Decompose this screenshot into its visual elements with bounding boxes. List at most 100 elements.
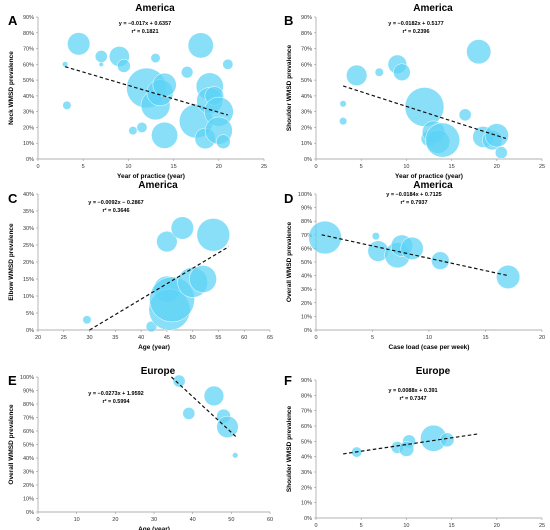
y-tick-label: 50%	[301, 439, 312, 445]
y-axis-label: Neck WMSD prevalence	[8, 51, 15, 125]
x-tick-label: 45	[164, 335, 170, 341]
data-bubble	[484, 123, 509, 148]
y-tick-label: 20%	[301, 485, 312, 491]
x-tick-label: 15	[449, 523, 455, 529]
x-axis-label: Case load (case per week)	[389, 344, 470, 351]
data-bubble	[170, 216, 194, 240]
x-tick-label: 60	[241, 335, 247, 341]
x-tick-label: 30	[86, 335, 92, 341]
x-tick-label: 20	[494, 164, 500, 170]
data-bubble	[136, 122, 148, 133]
x-tick-label: 65	[267, 335, 273, 341]
x-tick-label: 15	[482, 335, 488, 341]
y-tick-label: 40%	[301, 274, 312, 280]
y-tick-label: 0%	[26, 157, 34, 163]
y-tick-label: 20%	[23, 125, 34, 131]
y-tick-label: 40%	[23, 94, 34, 100]
y-tick-label: 90%	[301, 15, 312, 21]
y-tick-label: 50%	[23, 443, 34, 449]
data-bubble	[62, 61, 69, 68]
panel-letter: B	[284, 13, 293, 28]
y-tick-label: 20%	[23, 260, 34, 266]
data-bubble	[117, 59, 131, 73]
y-tick-label: 10%	[301, 314, 312, 320]
data-bubble	[466, 39, 492, 65]
y-tick-label: 0%	[304, 516, 312, 522]
x-tick-label: 25	[539, 164, 545, 170]
data-bubble	[196, 218, 230, 252]
x-tick-label: 30	[151, 517, 157, 523]
y-tick-label: 50%	[301, 78, 312, 84]
x-tick-label: 20	[35, 335, 41, 341]
data-bubble	[216, 415, 239, 439]
y-tick-label: 0%	[26, 510, 34, 516]
data-bubble	[187, 32, 214, 59]
x-tick-label: 50	[190, 335, 196, 341]
panel-letter: A	[8, 13, 18, 28]
data-bubble	[182, 407, 196, 420]
y-tick-label: 100%	[298, 192, 312, 198]
y-axis-label: Overall WMSD prevalence	[8, 404, 15, 485]
y-tick-label: 30%	[301, 110, 312, 116]
panel-title: America	[135, 3, 175, 14]
r-squared: r² = 0.5994	[102, 398, 130, 405]
trend-line	[342, 85, 507, 140]
data-bubble	[371, 232, 380, 241]
x-tick-label: 5	[360, 523, 363, 529]
data-bubble	[189, 265, 217, 293]
data-bubble	[128, 126, 138, 136]
y-tick-label: 40%	[23, 456, 34, 462]
x-tick-label: 20	[494, 523, 500, 529]
y-tick-label: 15%	[23, 277, 34, 283]
trend-line	[64, 66, 229, 116]
data-bubble	[494, 146, 508, 160]
y-tick-label: 60%	[301, 424, 312, 430]
x-axis-label: Age (year)	[138, 526, 170, 530]
y-tick-label: 60%	[23, 62, 34, 68]
x-axis-label: Age (year)	[138, 344, 170, 351]
panel-title: Europe	[141, 366, 176, 377]
x-tick-label: 5	[371, 335, 374, 341]
y-tick-label: 100%	[20, 375, 34, 381]
data-bubble	[150, 53, 161, 63]
x-tick-label: 35	[112, 335, 118, 341]
trend-line	[321, 234, 509, 277]
x-tick-label: 25	[61, 335, 67, 341]
y-tick-label: 70%	[23, 47, 34, 53]
data-bubble	[425, 122, 460, 158]
trend-line	[170, 376, 238, 439]
y-tick-label: 10%	[301, 141, 312, 147]
y-tick-label: 30%	[301, 287, 312, 293]
r-squared: r² = 0.1821	[131, 28, 158, 35]
panel-title: America	[413, 3, 453, 14]
x-tick-label: 50	[228, 517, 234, 523]
y-axis-label: Shoulder WMSD prevalence	[286, 44, 293, 131]
y-tick-label: 50%	[23, 78, 34, 84]
x-tick-label: 60	[267, 517, 273, 523]
y-tick-label: 10%	[301, 501, 312, 507]
regression-equation: y = −0.0092x − 0.2867	[88, 200, 144, 206]
x-axis-label: Year of practice (year)	[117, 173, 185, 180]
y-tick-label: 40%	[23, 192, 34, 198]
x-tick-label: 20	[539, 335, 545, 341]
panel-letter: C	[8, 191, 18, 206]
y-tick-label: 10%	[23, 294, 34, 300]
x-tick-label: 5	[82, 164, 85, 170]
y-tick-label: 0%	[26, 328, 34, 334]
y-tick-label: 20%	[301, 301, 312, 307]
y-tick-label: 30%	[301, 470, 312, 476]
panel-letter: F	[284, 373, 292, 388]
data-bubble	[404, 87, 445, 127]
x-tick-label: 15	[171, 164, 177, 170]
y-tick-label: 90%	[301, 378, 312, 384]
r-squared: r² = 0.3646	[102, 207, 129, 214]
data-bubble	[181, 66, 194, 79]
y-tick-label: 60%	[301, 62, 312, 68]
regression-equation: y = −0.0182x + 0.5177	[388, 21, 444, 27]
x-tick-label: 0	[314, 523, 317, 529]
x-tick-label: 20	[112, 517, 118, 523]
regression-equation: y = −0.0184x + 0.7125	[386, 192, 442, 198]
x-axis-label: Year of practice (year)	[395, 173, 463, 180]
panel-letter: E	[8, 373, 17, 388]
